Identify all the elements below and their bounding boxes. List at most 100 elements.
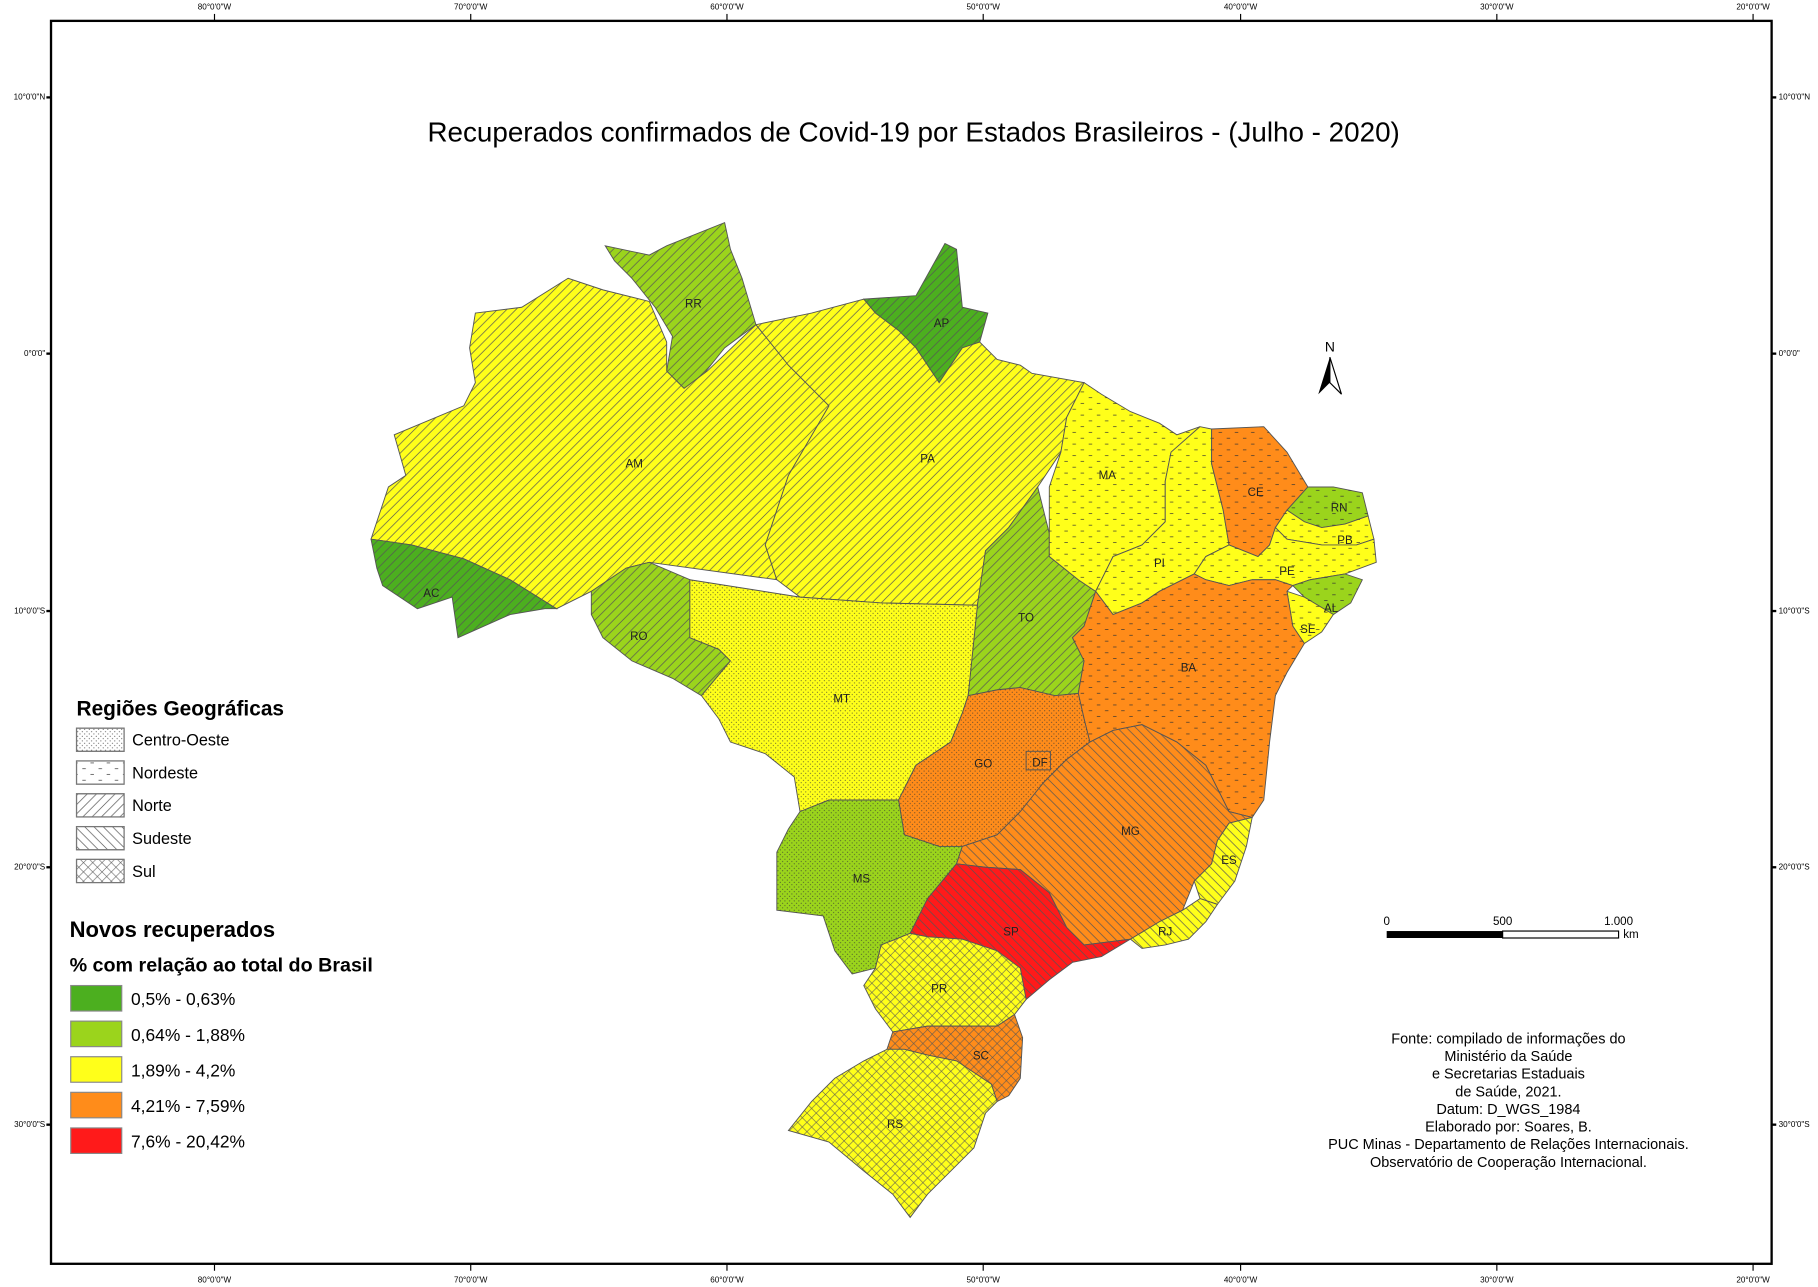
longitude-label-bottom: 40°0'0"W bbox=[1224, 1275, 1258, 1284]
source-note-line: Observatório de Cooperação Internacional… bbox=[1370, 1155, 1647, 1171]
legend-class-item: 1,89% - 4,2% bbox=[70, 1056, 235, 1083]
state-label: RJ bbox=[1158, 927, 1172, 939]
legend-class-label: 1,89% - 4,2% bbox=[131, 1060, 235, 1080]
legend-region-label: Centro-Oeste bbox=[132, 732, 229, 750]
state-region-pattern bbox=[755, 299, 1085, 606]
legend-class-item: 0,64% - 1,88% bbox=[70, 1020, 245, 1048]
legend-color-swatch bbox=[70, 1056, 123, 1083]
state-label: SC bbox=[973, 1051, 989, 1063]
scale-bar: 0 500 1.000 km bbox=[1383, 916, 1638, 941]
state-pa bbox=[755, 298, 1085, 606]
longitude-label-top: 80°0'0"W bbox=[198, 2, 232, 11]
scale-label-500: 500 bbox=[1493, 916, 1512, 928]
legend-pattern-swatch bbox=[75, 760, 125, 785]
legend-classes-title: Novos recuperados bbox=[70, 917, 276, 942]
state-label: PB bbox=[1337, 535, 1353, 547]
state-region-pattern bbox=[1130, 898, 1218, 949]
state-region-pattern bbox=[898, 687, 1090, 847]
state-region-pattern bbox=[689, 579, 978, 812]
legend-pattern-swatch bbox=[75, 793, 125, 818]
legend-region-item: Centro-Oeste bbox=[75, 727, 230, 752]
state-label: PR bbox=[931, 983, 947, 995]
state-region-pattern bbox=[968, 486, 1096, 696]
legend-regions: Regiões Geográficas Centro-Oeste Nordeste… bbox=[75, 697, 285, 884]
state-rs bbox=[787, 1048, 998, 1219]
legend-pattern-swatch bbox=[75, 727, 125, 752]
legend-region-label: Sudeste bbox=[132, 830, 192, 848]
legend-region-item: Sudeste bbox=[75, 825, 192, 851]
state-region-pattern bbox=[776, 800, 963, 974]
state-region-pattern bbox=[956, 724, 1253, 945]
state-label: RR bbox=[685, 298, 702, 310]
longitude-label-top: 40°0'0"W bbox=[1224, 2, 1258, 11]
state-pr bbox=[863, 932, 1027, 1033]
source-note-line: Elaborado por: Soares, B. bbox=[1425, 1120, 1592, 1136]
state-region-pattern bbox=[605, 222, 756, 389]
state-am bbox=[370, 277, 830, 610]
legend-regions-title: Regiões Geográficas bbox=[77, 697, 285, 720]
state-region-pattern bbox=[1049, 382, 1201, 592]
north-arrow: N bbox=[1318, 338, 1343, 395]
latitude-label-left: 20°0'0"S bbox=[14, 863, 46, 872]
longitude-label-bottom: 80°0'0"W bbox=[198, 1275, 232, 1284]
state-ba bbox=[1071, 573, 1305, 818]
legend-color-swatch bbox=[70, 1091, 123, 1119]
latitude-label-left: 0°0'0" bbox=[24, 349, 45, 358]
latitude-label-right: 0°0'0" bbox=[1779, 349, 1800, 358]
source-note-line: de Saúde, 2021. bbox=[1455, 1084, 1561, 1100]
state-region-pattern bbox=[1211, 426, 1308, 557]
legend-classes-subtitle: % com relação ao total do Brasil bbox=[70, 955, 373, 977]
state-region-pattern bbox=[1026, 751, 1051, 770]
state-label: CE bbox=[1248, 487, 1264, 499]
state-label: RN bbox=[1331, 502, 1348, 514]
longitude-label-bottom: 50°0'0"W bbox=[967, 1275, 1001, 1284]
source-note-line: Fonte: compilado de informações do bbox=[1391, 1032, 1625, 1048]
longitude-label-top: 70°0'0"W bbox=[454, 2, 488, 11]
legend-color-swatch bbox=[70, 1127, 123, 1155]
state-label: SE bbox=[1300, 624, 1316, 636]
source-note: Fonte: compilado de informações doMinist… bbox=[1328, 1032, 1689, 1171]
longitude-label-bottom: 20°0'0"W bbox=[1736, 1275, 1770, 1284]
state-region-pattern bbox=[1072, 573, 1305, 818]
legend-pattern-swatch bbox=[75, 858, 125, 884]
longitude-label-top: 50°0'0"W bbox=[967, 2, 1001, 11]
state-label: MA bbox=[1099, 470, 1117, 482]
legend-region-item: Norte bbox=[75, 793, 172, 818]
state-labels: RR AP AM AC RO PA TO MA PI CE RN PB PE AL SE BA MT GO DF MS… bbox=[423, 298, 1353, 1131]
legend-class-item: 0,5% - 0,63% bbox=[70, 984, 235, 1012]
latitude-label-right: 10°0'0"N bbox=[1779, 93, 1811, 102]
legend-class-label: 0,5% - 0,63% bbox=[131, 989, 235, 1009]
legend-class-item: 7,6% - 20,42% bbox=[70, 1127, 245, 1155]
state-sc bbox=[886, 1013, 1024, 1103]
state-es bbox=[1193, 816, 1253, 905]
latitude-label-right: 30°0'0"S bbox=[1779, 1120, 1811, 1129]
longitude-label-top: 20°0'0"W bbox=[1736, 2, 1770, 11]
state-label: AL bbox=[1324, 603, 1339, 615]
north-arrow-icon bbox=[1318, 357, 1330, 395]
state-label: RS bbox=[887, 1119, 903, 1131]
state-label: MG bbox=[1121, 826, 1140, 838]
state-label: MS bbox=[853, 873, 871, 885]
legend-class-label: 0,64% - 1,88% bbox=[131, 1025, 245, 1045]
legend-region-item: Sul bbox=[75, 858, 156, 884]
scale-unit: km bbox=[1623, 929, 1638, 941]
state-label: GO bbox=[974, 759, 992, 771]
state-ac bbox=[370, 538, 559, 639]
legend-region-label: Sul bbox=[132, 863, 155, 881]
state-label: ES bbox=[1221, 855, 1237, 867]
legend-region-label: Nordeste bbox=[132, 764, 198, 782]
longitude-label-top: 60°0'0"W bbox=[710, 2, 744, 11]
state-label: TO bbox=[1018, 612, 1034, 624]
state-region-pattern bbox=[1194, 527, 1377, 586]
state-region-pattern bbox=[863, 243, 988, 383]
state-label: BA bbox=[1181, 662, 1197, 674]
state-region-pattern bbox=[886, 1014, 1023, 1102]
state-label: AM bbox=[626, 458, 643, 470]
latitude-label-right: 20°0'0"S bbox=[1779, 863, 1811, 872]
state-label: PE bbox=[1279, 566, 1295, 578]
source-note-line: e Secretarias Estaduais bbox=[1432, 1067, 1585, 1083]
state-region-pattern bbox=[788, 1049, 998, 1218]
state-region-pattern bbox=[1275, 510, 1374, 545]
longitude-label-top: 30°0'0"W bbox=[1480, 2, 1514, 11]
state-region-pattern bbox=[1095, 426, 1230, 615]
